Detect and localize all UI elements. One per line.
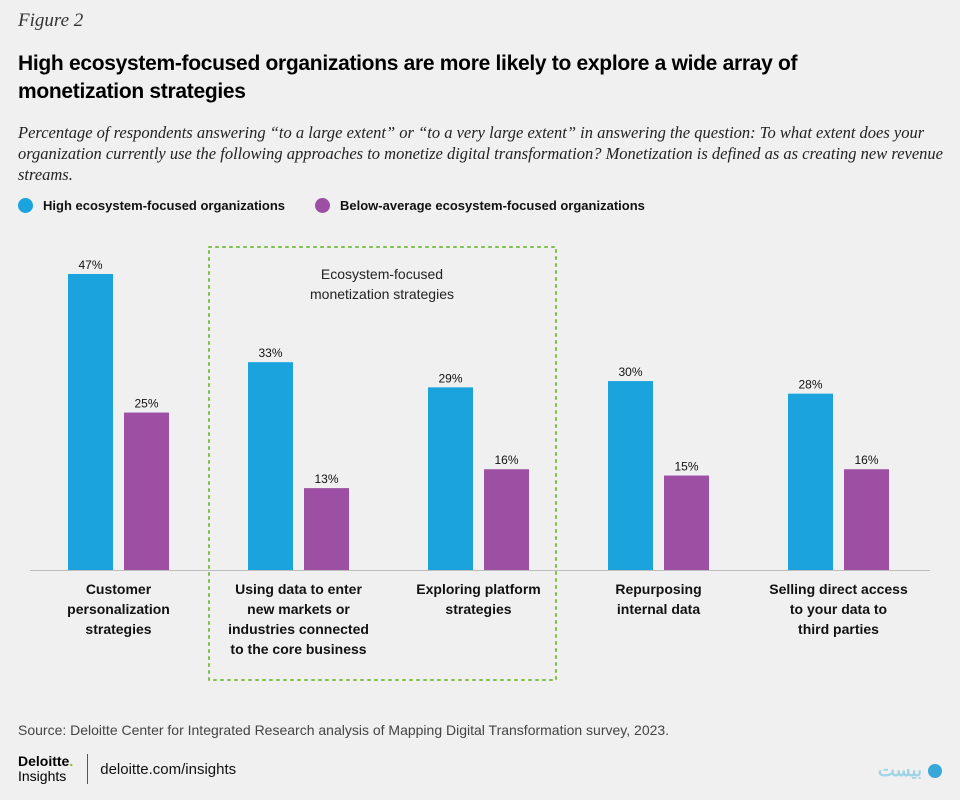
category-label-0-line-2: strategies — [85, 621, 151, 637]
category-label-3-line-1: internal data — [617, 601, 700, 617]
data-label-series0-cat0: 47% — [78, 258, 102, 272]
chart-subtitle: Percentage of respondents answering “to … — [18, 123, 943, 184]
watermark-text: بیست — [877, 760, 922, 780]
annotation-line-1: monetization strategies — [310, 286, 454, 302]
legend-item-below: Below-average ecosystem-focused organiza… — [315, 198, 645, 213]
data-label-series1-cat2: 16% — [494, 453, 518, 467]
bar-series0-cat2 — [428, 387, 473, 570]
figure-label: Figure 2 — [18, 10, 84, 31]
legend-item-high: High ecosystem-focused organizations — [18, 198, 285, 213]
category-label-1-line-3: to the core business — [230, 641, 366, 657]
data-label-series0-cat3: 30% — [618, 365, 642, 379]
category-label-1-line-0: Using data to enter — [235, 581, 362, 597]
bar-series1-cat1 — [304, 488, 349, 570]
category-label-1-line-2: industries connected — [228, 621, 369, 637]
category-label-2-line-1: strategies — [445, 601, 511, 617]
category-label-4-line-1: to your data to — [790, 601, 887, 617]
annotation-line-0: Ecosystem-focused — [321, 266, 443, 282]
deloitte-insights-logo: Deloitte. Insights — [18, 754, 73, 784]
data-label-series1-cat3: 15% — [674, 460, 698, 474]
data-label-series0-cat2: 29% — [438, 371, 462, 385]
bar-series0-cat3 — [608, 381, 653, 570]
legend: High ecosystem-focused organizations Bel… — [18, 198, 645, 213]
category-label-4-line-0: Selling direct access — [769, 581, 908, 597]
legend-label-below: Below-average ecosystem-focused organiza… — [340, 198, 645, 213]
legend-swatch-below — [315, 198, 330, 213]
bar-series1-cat4 — [844, 469, 889, 570]
footer-url: deloitte.com/insights — [100, 760, 237, 778]
logo-wordmark: Deloitte — [18, 753, 70, 769]
footer-divider — [87, 754, 89, 784]
bar-series1-cat2 — [484, 469, 529, 570]
data-label-series0-cat1: 33% — [258, 346, 282, 360]
data-label-series1-cat1: 13% — [314, 472, 338, 486]
category-label-2-line-0: Exploring platform — [416, 581, 540, 597]
category-label-0-line-1: personalization — [67, 601, 170, 617]
bar-series0-cat1 — [248, 362, 293, 570]
category-label-4-line-2: third parties — [798, 621, 879, 637]
source-note: Source: Deloitte Center for Integrated R… — [18, 722, 670, 738]
bar-series0-cat0 — [68, 274, 113, 570]
bar-series1-cat0 — [124, 412, 169, 570]
bar-series0-cat4 — [788, 393, 833, 570]
category-label-3-line-0: Repurposing — [615, 581, 701, 597]
data-label-series1-cat4: 16% — [854, 453, 878, 467]
watermark: بیست — [878, 760, 942, 781]
category-label-1-line-1: new markets or — [247, 601, 350, 617]
logo-dot: . — [69, 753, 74, 769]
legend-swatch-high — [18, 198, 33, 213]
bar-series1-cat3 — [664, 475, 709, 570]
bar-chart: Ecosystem-focused monetization strategies… — [30, 246, 930, 681]
watermark-circle-icon — [928, 763, 942, 778]
data-label-series0-cat4: 28% — [798, 378, 822, 392]
category-label-0-line-0: Customer — [86, 581, 152, 597]
footer: Deloitte. Insights deloitte.com/insights — [18, 754, 236, 784]
logo-subtitle: Insights — [18, 768, 67, 784]
chart-title: High ecosystem-focused organizations are… — [18, 52, 798, 103]
data-label-series1-cat0: 25% — [134, 397, 158, 411]
legend-label-high: High ecosystem-focused organizations — [43, 198, 285, 213]
annotation-box — [208, 246, 557, 681]
